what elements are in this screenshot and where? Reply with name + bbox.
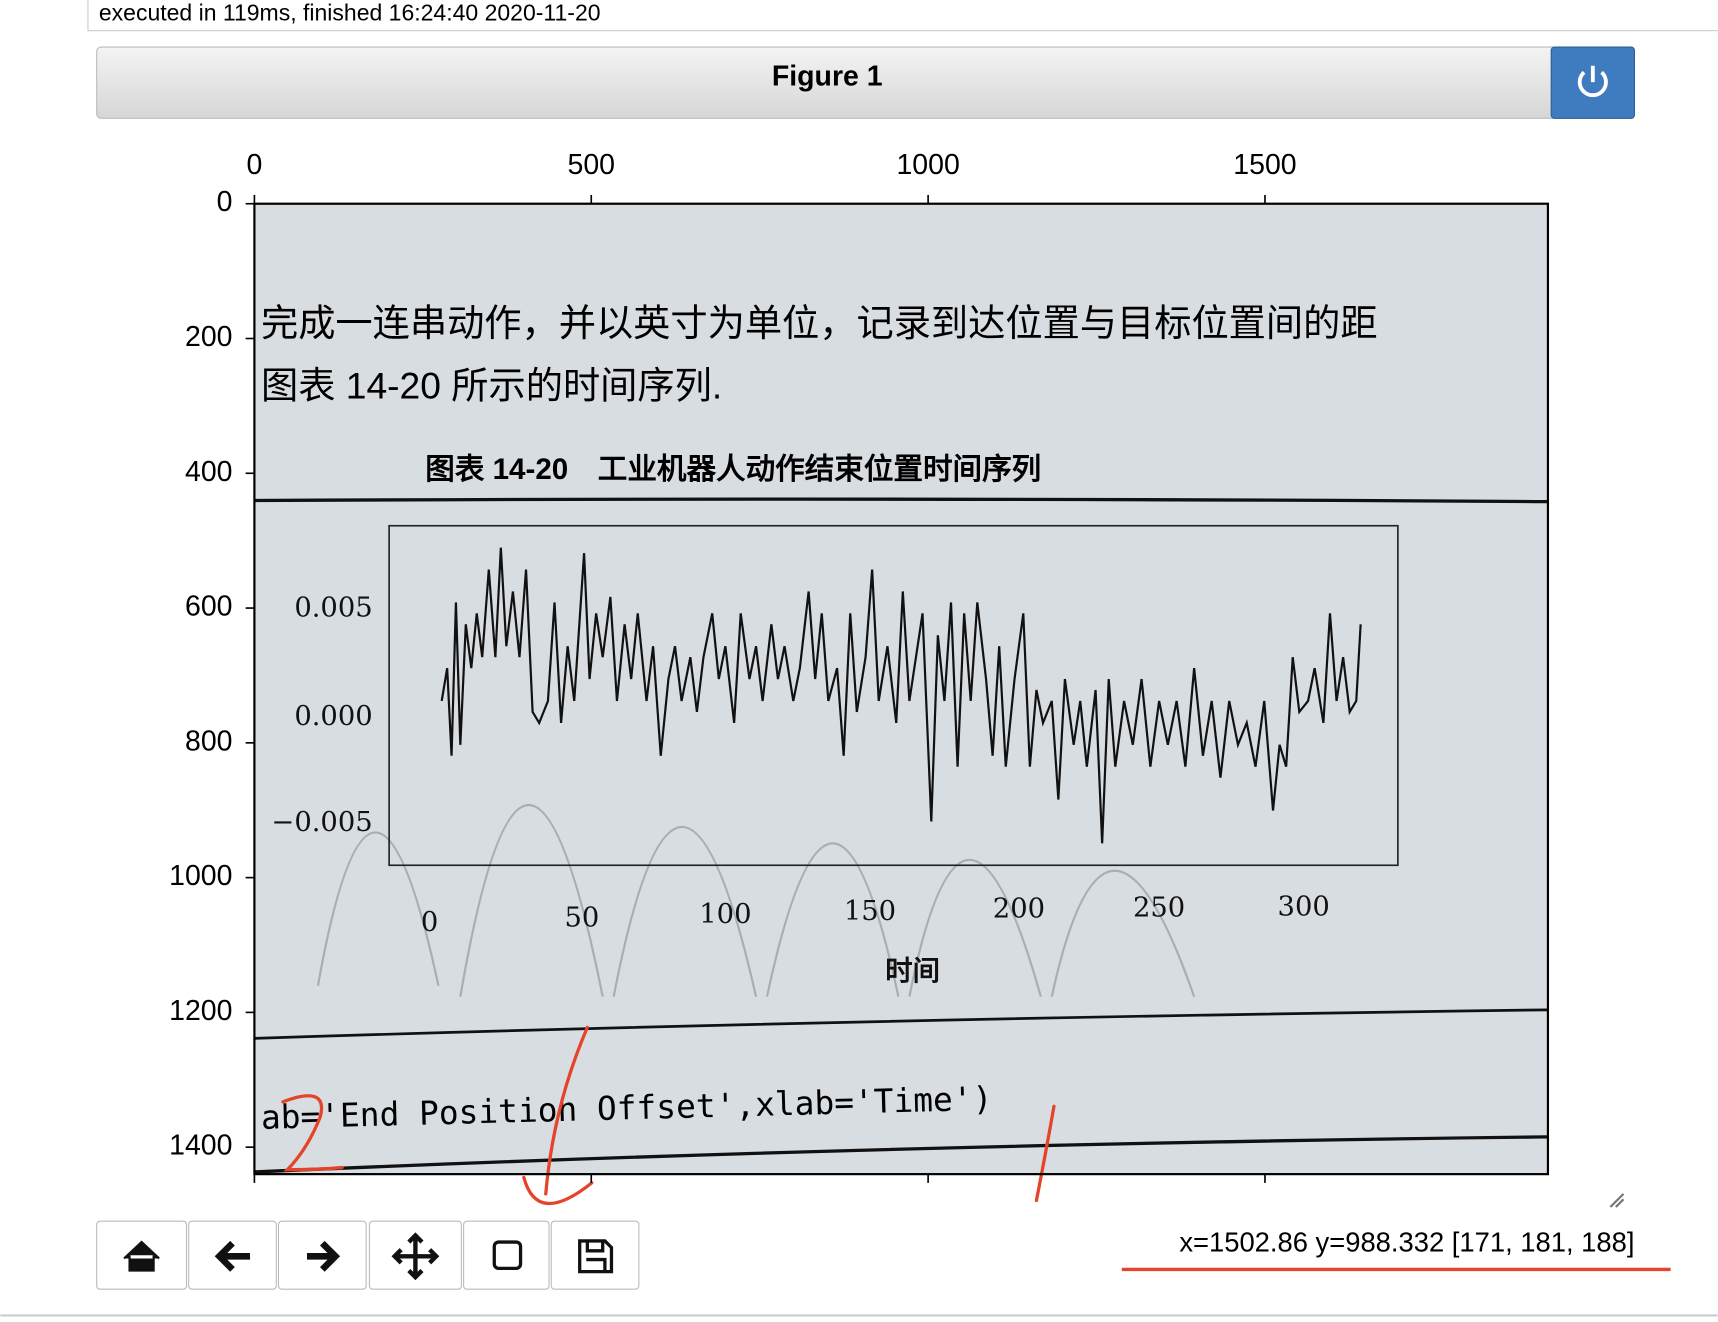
back-button[interactable] bbox=[188, 1220, 277, 1290]
inner-x-tick: 300 bbox=[1278, 891, 1330, 922]
resize-grip bbox=[1609, 1193, 1625, 1208]
inner-y-tick: 0.005 bbox=[294, 592, 372, 623]
toolbar bbox=[96, 1220, 640, 1290]
pan-button[interactable] bbox=[368, 1220, 462, 1290]
y-tick-label: 0 bbox=[217, 186, 233, 218]
home-button[interactable] bbox=[96, 1220, 188, 1290]
inner-x-tick: 0 bbox=[421, 907, 438, 938]
power-button[interactable] bbox=[1550, 46, 1636, 119]
image-text: 图表 14-20 工业机器人动作结束位置时间序列 bbox=[425, 452, 1041, 486]
inner-x-tick: 150 bbox=[844, 896, 896, 927]
axes-frame bbox=[253, 202, 1550, 1176]
y-tick-label: 400 bbox=[185, 456, 233, 488]
y-tick-label: 1400 bbox=[169, 1130, 232, 1162]
y-tick-label: 800 bbox=[185, 725, 233, 757]
x-tick-label: 500 bbox=[568, 149, 615, 181]
image: 完成一连串动作，并以英寸为单位，记录到达位置与目标位置间的距 图表 14-20 … bbox=[254, 203, 1548, 1206]
y-tick-label: 1000 bbox=[169, 860, 232, 892]
inner-x-tick: 250 bbox=[1133, 893, 1185, 924]
save-button[interactable] bbox=[550, 1220, 640, 1290]
forward-button[interactable] bbox=[277, 1220, 367, 1290]
inner-series bbox=[440, 547, 1362, 844]
exec-status: executed in 119ms, finished 16:24:40 202… bbox=[99, 0, 601, 25]
inner-y-tick: 0.000 bbox=[294, 701, 372, 732]
inner-y-tick: −0.005 bbox=[271, 807, 372, 838]
y-tick-label: 1200 bbox=[169, 995, 232, 1027]
y-tick-label: 200 bbox=[185, 321, 233, 353]
pointer-status: x=1502.86 y=988.332 [171, 181, 188] bbox=[1179, 1226, 1634, 1257]
inner-x-tick: 50 bbox=[564, 902, 599, 933]
x-tick-label: 1000 bbox=[896, 149, 959, 181]
x-tick-label: 1500 bbox=[1233, 149, 1296, 181]
status-bar bbox=[87, 0, 1718, 32]
image-text: 完成一连串动作，并以英寸为单位，记录到达位置与目标位置间的距 bbox=[261, 302, 1378, 344]
y-tick-label: 600 bbox=[185, 591, 233, 623]
inner-x-tick: 100 bbox=[699, 899, 751, 930]
figure-title: Figure 1 bbox=[772, 60, 883, 92]
inner-x-label: 时间 bbox=[885, 955, 940, 987]
inner-x-tick: 200 bbox=[993, 894, 1045, 925]
inner-plot-frame bbox=[388, 524, 1399, 867]
zoom-button[interactable] bbox=[463, 1220, 550, 1290]
x-tick-label: 0 bbox=[246, 149, 262, 181]
image-text: 图表 14-20 所示的时间序列. bbox=[261, 365, 722, 407]
